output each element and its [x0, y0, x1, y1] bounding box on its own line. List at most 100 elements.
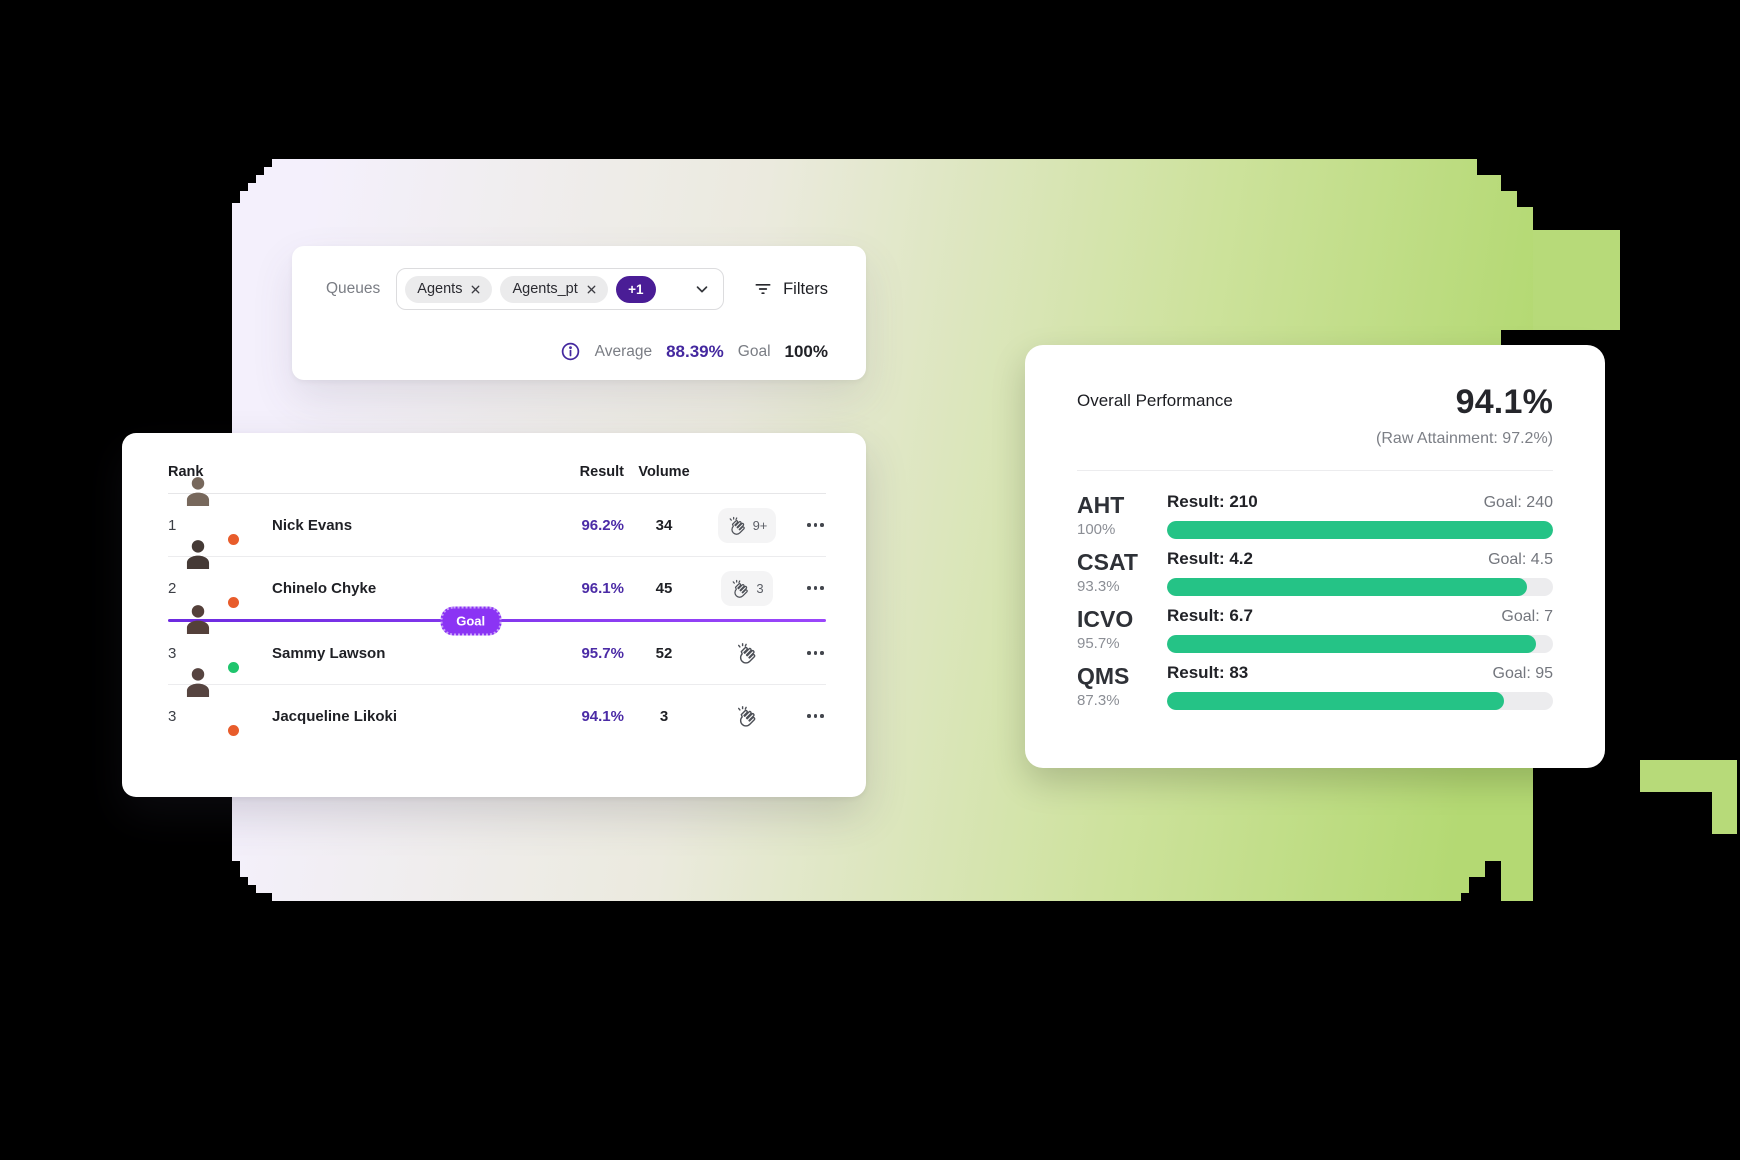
volume-value: 52: [655, 644, 673, 662]
leaderboard-header: Rank Result Volume: [168, 451, 826, 493]
result-value: 96.1%: [581, 579, 624, 597]
result-value: 95.7%: [581, 644, 624, 662]
rank-value: 3: [168, 644, 177, 662]
pixel-step: [232, 191, 240, 203]
status-dot: [226, 532, 241, 547]
row-menu-button[interactable]: [805, 580, 826, 596]
metric-name: CSAT: [1077, 549, 1138, 576]
metric-goal: Goal: 95: [1492, 665, 1553, 682]
pixel-step: [232, 183, 248, 191]
progress-track: [1167, 635, 1553, 653]
volume-column-header: Volume: [638, 464, 690, 480]
result-value: 96.2%: [581, 516, 624, 534]
metric-result: Result: 210: [1167, 492, 1258, 511]
leaderboard-row: 3 Jacqueline Likoki 94.1% 3: [168, 668, 826, 747]
filter-icon: [755, 284, 771, 294]
row-menu-button[interactable]: [805, 517, 826, 533]
progress-track: [1167, 692, 1553, 710]
metric-attainment: 87.3%: [1077, 691, 1120, 709]
goal-value: 100%: [784, 341, 828, 361]
row-menu-button[interactable]: [805, 708, 826, 724]
rank-column-header: Rank: [168, 464, 204, 480]
clap-icon: [733, 579, 749, 598]
progress-fill: [1167, 692, 1504, 710]
metric-goal: Goal: 7: [1501, 608, 1553, 625]
metric-attainment: 93.3%: [1077, 577, 1120, 595]
average-goal-row: Average 88.39% Goal 100%: [326, 341, 828, 362]
pixel-step: [1485, 861, 1501, 877]
queue-chips: Agents Agents_pt: [405, 275, 608, 303]
clap-icon: [729, 516, 745, 535]
remove-chip-icon[interactable]: [585, 283, 598, 296]
pixel-step: [1712, 792, 1737, 834]
average-value: 88.39%: [666, 341, 724, 361]
queue-filter-row: Queues Agents Agents_pt +1 Filters: [326, 268, 828, 310]
result-value: 94.1%: [581, 707, 624, 725]
clap-button[interactable]: 3: [721, 570, 773, 606]
pixel-step: [1533, 230, 1620, 330]
clap-button[interactable]: 9+: [717, 507, 777, 543]
goal-pill: Goal: [440, 606, 502, 635]
pixel-step: [1469, 877, 1501, 893]
avatar: [186, 668, 241, 738]
filters-button[interactable]: Filters: [753, 279, 828, 299]
metric-name: ICVO: [1077, 606, 1134, 633]
row-menu-button[interactable]: [805, 645, 826, 661]
pixel-step: [1461, 893, 1501, 901]
performance-title: Overall Performance: [1077, 391, 1233, 410]
metric-row: ICVO 95.7% Result: 6.7 Goal: 7: [1077, 601, 1553, 658]
queue-chip-label: Agents_pt: [512, 281, 578, 297]
result-column-header: Result: [579, 464, 624, 480]
metric-result: Result: 6.7: [1167, 606, 1253, 625]
remove-chip-icon[interactable]: [469, 283, 482, 296]
agent-name: Jacqueline Likoki: [272, 707, 398, 725]
pixel-step: [232, 159, 272, 167]
metric-attainment: 95.7%: [1077, 634, 1120, 652]
overall-performance-card: Overall Performance 94.1% (Raw Attainmen…: [1025, 345, 1605, 768]
metrics-list: AHT 100% Result: 210 Goal: 240 CSAT 93.3…: [1077, 487, 1553, 715]
header-divider: [168, 493, 826, 494]
more-queues-badge[interactable]: +1: [615, 275, 656, 303]
progress-fill: [1167, 635, 1537, 653]
pixel-step: [1517, 191, 1533, 207]
chevron-down-icon[interactable]: [693, 280, 711, 298]
average-label: Average: [594, 342, 653, 360]
progress-track: [1167, 521, 1553, 539]
metric-attainment: 100%: [1077, 520, 1116, 538]
status-dot: [226, 660, 241, 675]
progress-fill: [1167, 578, 1528, 596]
clap-icon: [738, 643, 756, 664]
pixel-step: [232, 167, 264, 175]
queue-chip[interactable]: Agents: [405, 275, 493, 303]
pixel-step: [1501, 330, 1533, 345]
clap-button[interactable]: [731, 637, 763, 669]
info-icon[interactable]: [560, 341, 581, 362]
avatar: [186, 605, 241, 675]
metric-result: Result: 83: [1167, 663, 1249, 682]
pixel-step: [1640, 760, 1737, 792]
queue-chip-label: Agents: [417, 281, 463, 297]
avatar: [186, 540, 241, 610]
clap-count: 9+: [752, 517, 768, 533]
leaderboard-row: 1 Nick Evans 96.2% 34 9+: [168, 477, 826, 557]
clap-button[interactable]: [731, 700, 763, 732]
pixel-step: [232, 893, 272, 901]
queues-multiselect[interactable]: Agents Agents_pt +1: [396, 268, 725, 310]
queue-filter-card: Queues Agents Agents_pt +1 Filters Avera…: [292, 246, 866, 380]
metric-goal: Goal: 240: [1483, 494, 1553, 511]
queue-chip[interactable]: Agents_pt: [500, 275, 608, 303]
clap-icon: [738, 706, 756, 727]
pixel-step: [232, 175, 256, 183]
leaderboard-card: Rank Result Volume 1 Nick Evans 96.2% 34…: [122, 433, 866, 797]
rank-value: 1: [168, 516, 177, 534]
status-dot: [226, 595, 241, 610]
rank-value: 2: [168, 579, 177, 597]
rank-value: 3: [168, 707, 177, 725]
leaderboard-rows: 1 Nick Evans 96.2% 34 9+ 2: [168, 477, 826, 747]
agent-name: Nick Evans: [272, 516, 353, 534]
metric-name: AHT: [1077, 492, 1125, 519]
goal-label: Goal: [737, 342, 771, 360]
queues-label: Queues: [326, 280, 381, 297]
volume-value: 3: [659, 707, 669, 725]
performance-divider: [1077, 470, 1553, 471]
